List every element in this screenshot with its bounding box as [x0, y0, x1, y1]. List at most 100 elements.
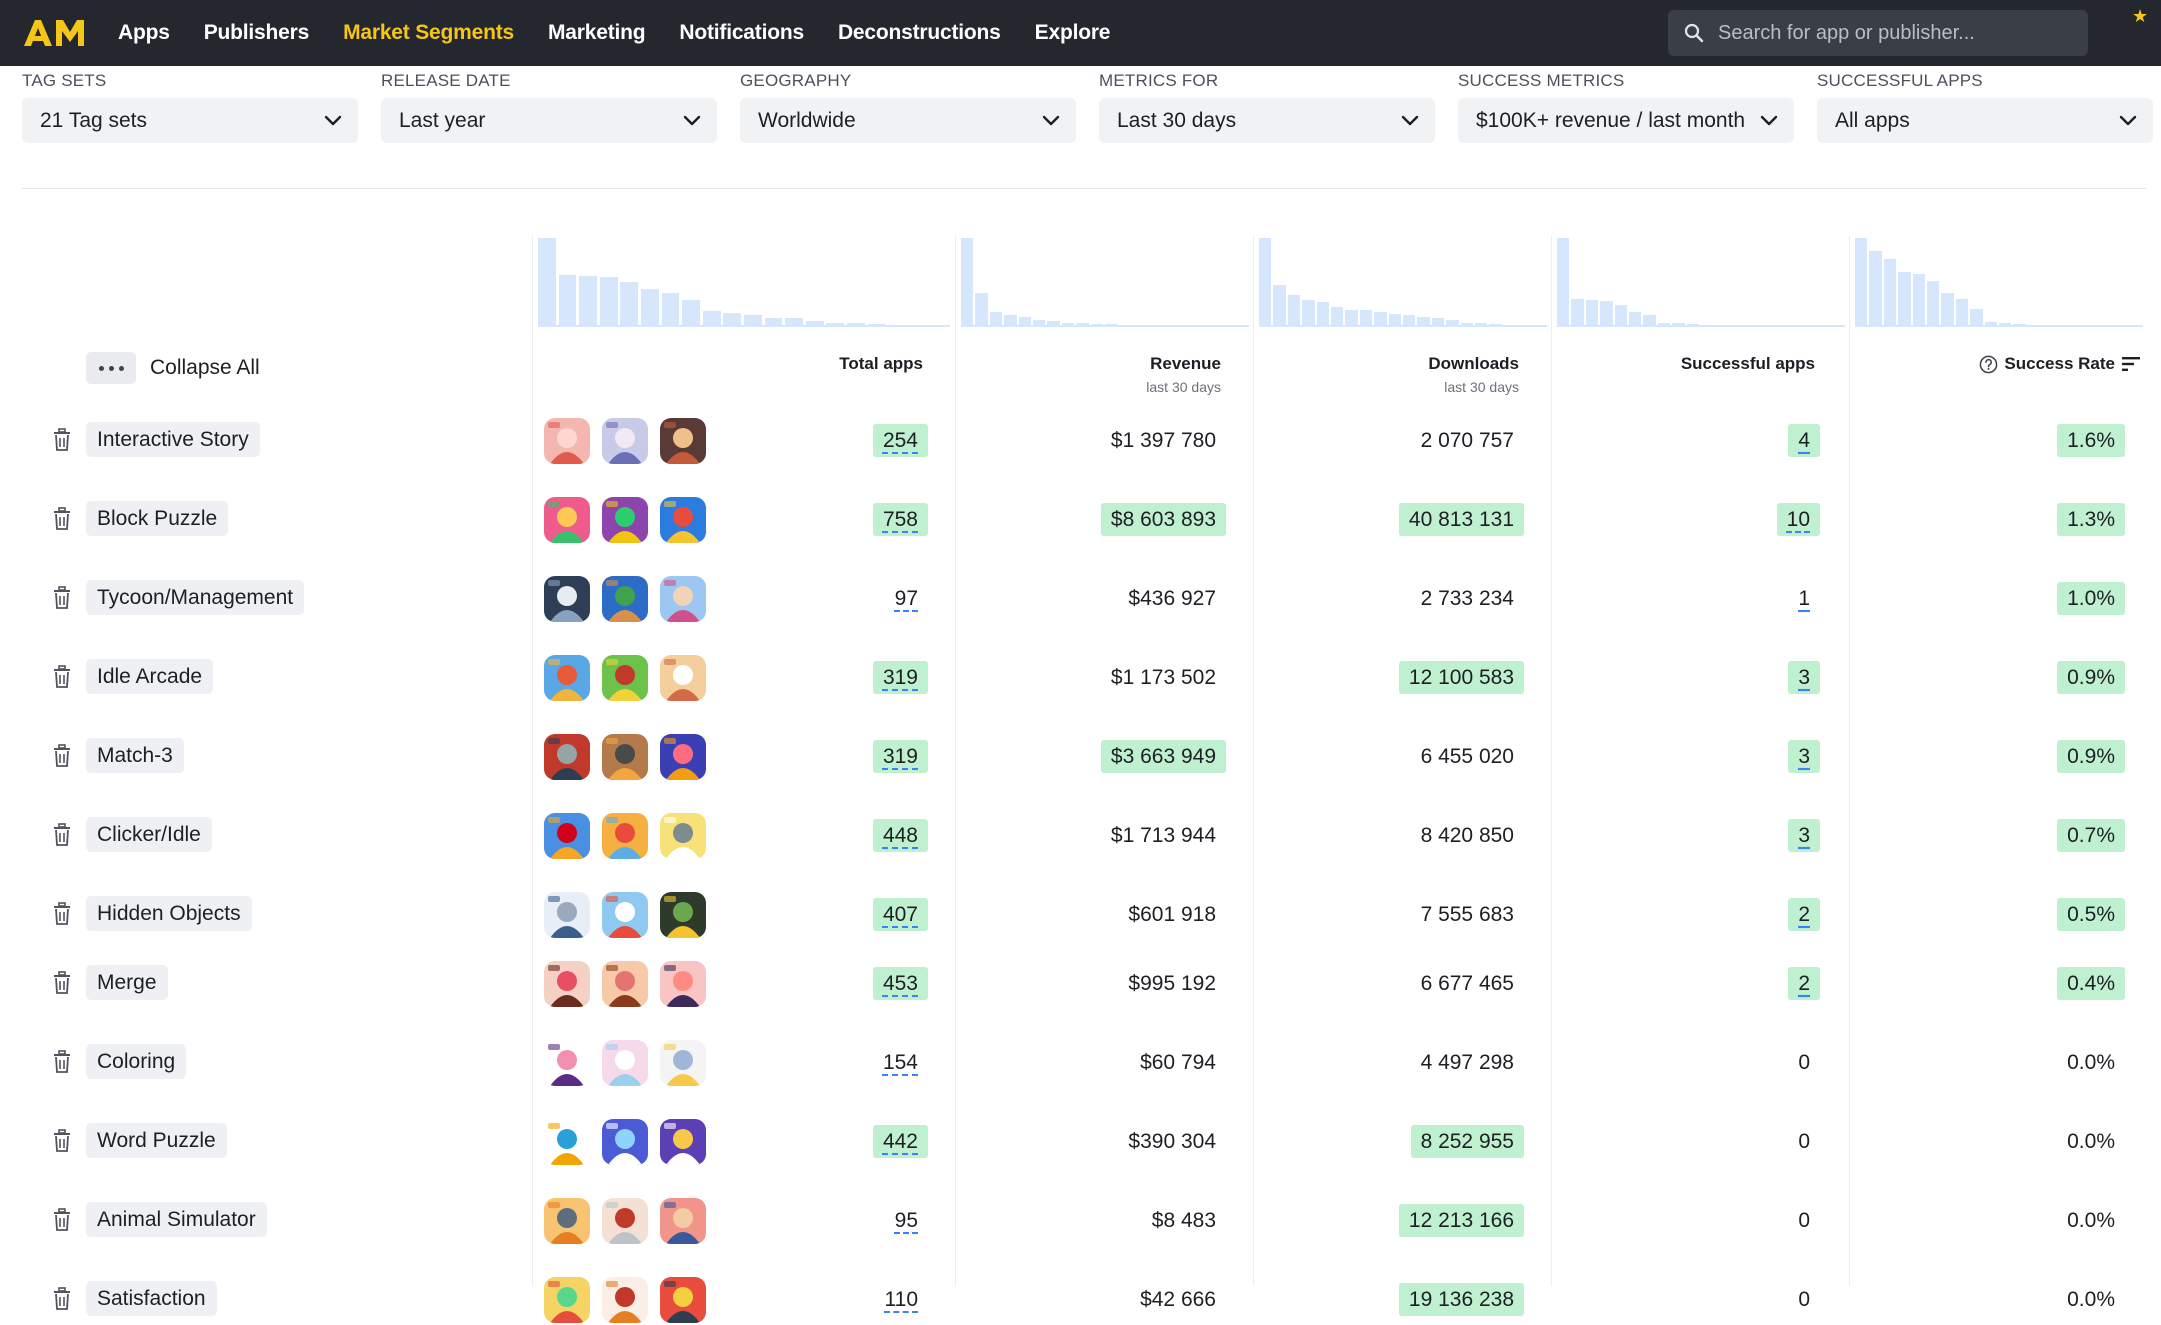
city-builder-icon[interactable]: [602, 813, 648, 859]
total-apps-cell-value[interactable]: 319: [882, 745, 918, 768]
segment-chip[interactable]: Coloring: [86, 1044, 187, 1079]
segment-chip[interactable]: Animal Simulator: [86, 1202, 267, 1237]
successful-apps-cell-value[interactable]: 10: [1786, 508, 1810, 531]
successful-apps-cell-value[interactable]: 4: [1798, 429, 1810, 452]
trash-icon[interactable]: [51, 1287, 73, 1311]
anime-boy-icon[interactable]: [602, 418, 648, 464]
owl-badge-icon[interactable]: [544, 892, 590, 938]
trash-icon[interactable]: [51, 1050, 73, 1074]
cookie-icon[interactable]: [602, 1277, 648, 1323]
total-apps-cell[interactable]: 319: [872, 661, 928, 694]
total-apps-cell-value[interactable]: 254: [882, 429, 918, 452]
total-apps-cell[interactable]: 95: [885, 1204, 928, 1237]
total-apps-cell[interactable]: 407: [872, 898, 928, 931]
segment-chip[interactable]: Block Puzzle: [86, 501, 229, 536]
successful-apps-cell-value[interactable]: 3: [1798, 824, 1810, 847]
total-apps-header[interactable]: Total apps: [839, 354, 923, 374]
successful-apps-cell-value[interactable]: 3: [1798, 666, 1810, 689]
girl-bow-icon[interactable]: [660, 1198, 706, 1244]
segment-chip[interactable]: Clicker/Idle: [86, 817, 212, 852]
successful-apps-cell-value[interactable]: 2: [1798, 903, 1810, 926]
success-rate-header[interactable]: Success Rate: [1979, 354, 2141, 374]
successful-apps-cell-value[interactable]: 3: [1798, 745, 1810, 768]
nav-marketing[interactable]: Marketing: [547, 21, 646, 44]
lighthouse-icon[interactable]: [602, 892, 648, 938]
sketch-girl-icon[interactable]: [660, 1040, 706, 1086]
more-dots-icon[interactable]: [86, 352, 136, 384]
successful-apps-cell[interactable]: 2: [1788, 967, 1820, 1000]
trash-icon[interactable]: [51, 823, 73, 847]
nav-apps[interactable]: Apps: [118, 21, 170, 44]
successful-apps-cell-value[interactable]: 1: [1798, 587, 1810, 610]
bus-jam-icon[interactable]: [660, 497, 706, 543]
segment-chip[interactable]: Idle Arcade: [86, 659, 214, 694]
nav-deconstructions[interactable]: Deconstructions: [837, 21, 1001, 44]
filter-dropdown-successful-apps[interactable]: All apps: [1817, 98, 2153, 143]
brunette-woman-icon[interactable]: [544, 961, 590, 1007]
successful-apps-header[interactable]: Successful apps: [1681, 354, 1815, 374]
successful-apps-cell[interactable]: 10: [1776, 503, 1820, 536]
segment-chip[interactable]: Merge: [86, 965, 168, 1000]
total-apps-cell[interactable]: 758: [872, 503, 928, 536]
factory-icon[interactable]: [602, 734, 648, 780]
successful-apps-cell[interactable]: 3: [1788, 819, 1820, 852]
sunglasses-girl-icon[interactable]: [660, 961, 706, 1007]
collapse-all-button[interactable]: Collapse All: [86, 352, 260, 384]
search-box[interactable]: [1668, 10, 2088, 56]
filter-dropdown-release-date[interactable]: Last year: [381, 98, 717, 143]
gold-cart-icon[interactable]: [660, 892, 706, 938]
trash-icon[interactable]: [51, 1129, 73, 1153]
kuromi-icon[interactable]: [544, 1040, 590, 1086]
trash-icon[interactable]: [51, 586, 73, 610]
businessman-icon[interactable]: [602, 576, 648, 622]
total-apps-cell-value[interactable]: 319: [882, 666, 918, 689]
successful-apps-cell-value[interactable]: 2: [1798, 972, 1810, 995]
smiling-woman-icon[interactable]: [602, 961, 648, 1007]
total-apps-cell[interactable]: 442: [872, 1125, 928, 1158]
total-apps-cell[interactable]: 254: [872, 424, 928, 457]
successful-apps-cell[interactable]: 3: [1788, 740, 1820, 773]
segment-chip[interactable]: Satisfaction: [86, 1281, 217, 1316]
nav-market-segments[interactable]: Market Segments: [343, 21, 514, 44]
grandma-icon[interactable]: [602, 1198, 648, 1244]
trash-icon[interactable]: [51, 428, 73, 452]
scientist-icon[interactable]: [660, 813, 706, 859]
total-apps-cell-value[interactable]: 448: [882, 824, 918, 847]
successful-apps-cell[interactable]: 4: [1788, 424, 1820, 457]
trash-icon[interactable]: [51, 744, 73, 768]
sort-desc-icon[interactable]: [2121, 355, 2141, 373]
segment-chip[interactable]: Hidden Objects: [86, 896, 252, 931]
star-icon[interactable]: ★: [2132, 6, 2149, 26]
total-apps-cell[interactable]: 319: [872, 740, 928, 773]
total-apps-cell[interactable]: 97: [885, 582, 928, 615]
couple-story-icon[interactable]: [660, 418, 706, 464]
map-character-icon[interactable]: [544, 655, 590, 701]
downloads-header[interactable]: Downloads last 30 days: [1428, 354, 1519, 395]
total-apps-cell-value[interactable]: 442: [882, 1130, 918, 1153]
filter-dropdown-tag-sets[interactable]: 21 Tag sets: [22, 98, 358, 143]
total-apps-cell[interactable]: 154: [873, 1046, 928, 1079]
total-apps-cell-value[interactable]: 97: [894, 587, 918, 610]
total-apps-cell-value[interactable]: 453: [882, 972, 918, 995]
filter-dropdown-success-metrics[interactable]: $100K+ revenue / last month: [1458, 98, 1794, 143]
search-input[interactable]: [1716, 20, 2080, 46]
segment-chip[interactable]: Interactive Story: [86, 422, 260, 457]
trash-icon[interactable]: [51, 665, 73, 689]
organizer-icon[interactable]: [660, 1277, 706, 1323]
nav-explore[interactable]: Explore: [1034, 21, 1111, 44]
total-apps-cell[interactable]: 448: [872, 819, 928, 852]
total-apps-cell-value[interactable]: 95: [894, 1209, 918, 1232]
tycoon-man-icon[interactable]: [544, 813, 590, 859]
segment-chip[interactable]: Match-3: [86, 738, 184, 773]
total-apps-cell-value[interactable]: 407: [882, 903, 918, 926]
lunchbox-icon[interactable]: [544, 1277, 590, 1323]
letter-grid-icon[interactable]: [544, 1119, 590, 1165]
total-apps-cell-value[interactable]: 758: [882, 508, 918, 531]
trash-icon[interactable]: [51, 507, 73, 531]
help-circle-icon[interactable]: [1979, 355, 1998, 374]
pink-block-icon[interactable]: [544, 497, 590, 543]
filter-dropdown-geography[interactable]: Worldwide: [740, 98, 1076, 143]
unicorn-icon[interactable]: [602, 1040, 648, 1086]
shopping-girl-icon[interactable]: [660, 576, 706, 622]
successful-apps-cell[interactable]: 1: [1788, 582, 1820, 615]
